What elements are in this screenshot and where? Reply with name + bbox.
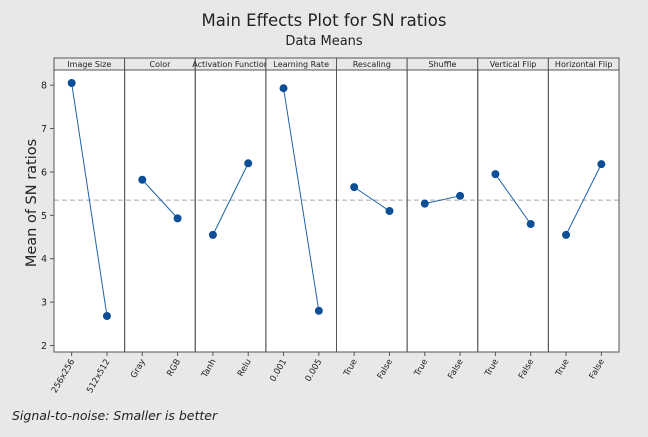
data-point [208,230,217,239]
x-tick-label: False [376,358,395,381]
panel-title: Image Size [67,60,111,69]
panel-title: Activation Function [192,60,269,69]
x-tick-label: Tanh [199,358,218,381]
x-tick-label: True [412,358,430,380]
panel-title: Horizontal Flip [555,60,613,69]
data-point [420,199,429,208]
x-tick-label: Relu [236,358,254,379]
panel-frame [547,69,620,353]
chart-subtitle: Data Means [285,34,363,49]
series-line [494,173,532,225]
x-tick-label: 0.005 [304,358,325,384]
data-point [350,183,359,192]
x-tick-label: True [342,358,360,380]
x-tick-label: 512x512 [85,358,112,395]
y-tick-label: 6 [41,167,47,178]
data-point [314,306,323,315]
x-tick-label: RGB [165,357,183,378]
data-point [138,175,147,184]
series-line [565,163,602,236]
x-tick-label: False [517,358,536,381]
x-tick-label: 0.001 [268,358,289,384]
data-point [526,220,535,229]
x-tick-label: False [446,358,465,381]
data-point [562,230,571,239]
x-tick-label: True [553,358,571,380]
data-point [102,311,111,320]
x-tick-label: Gray [129,358,148,381]
chart-title: Main Effects Plot for SN ratios [202,11,447,30]
data-point [456,191,465,200]
panel-title: Shuffle [429,60,457,69]
y-tick-label: 4 [41,254,47,265]
panel-title: Vertical Flip [490,60,537,69]
data-point [244,159,253,168]
y-axis: 2 3 4 5 6 7 8 [41,81,54,352]
series-line [141,179,178,219]
data-point [279,84,288,93]
y-axis-label: Mean of SN ratios [24,139,40,267]
y-tick-label: 3 [41,298,47,309]
y-tick-label: 5 [41,211,47,222]
series-line [212,163,249,236]
series-line [353,186,390,212]
panels-group: Image Size 256x256 512x512 Color Gray RGB Acti… [50,57,620,395]
panel-title: Color [149,60,171,69]
data-point [385,207,394,215]
y-tick-label: 7 [41,124,47,135]
y-tick-label: 2 [41,341,47,352]
series-line [424,195,461,205]
y-tick-label: 8 [41,81,47,92]
data-point [597,160,606,169]
footnote: Signal-to-noise: Smaller is better [12,408,218,423]
x-tick-label: 256x256 [50,358,77,395]
panel-title: Learning Rate [273,60,329,69]
panel-title: Rescaling [353,60,391,69]
data-point [491,170,500,179]
series-line [71,82,108,317]
series-line [283,88,320,311]
data-point [67,79,76,88]
panel-2: Color Gray RGB [124,57,196,381]
x-tick-label: True [483,358,501,380]
data-point [173,214,182,223]
x-tick-label: False [588,358,607,381]
